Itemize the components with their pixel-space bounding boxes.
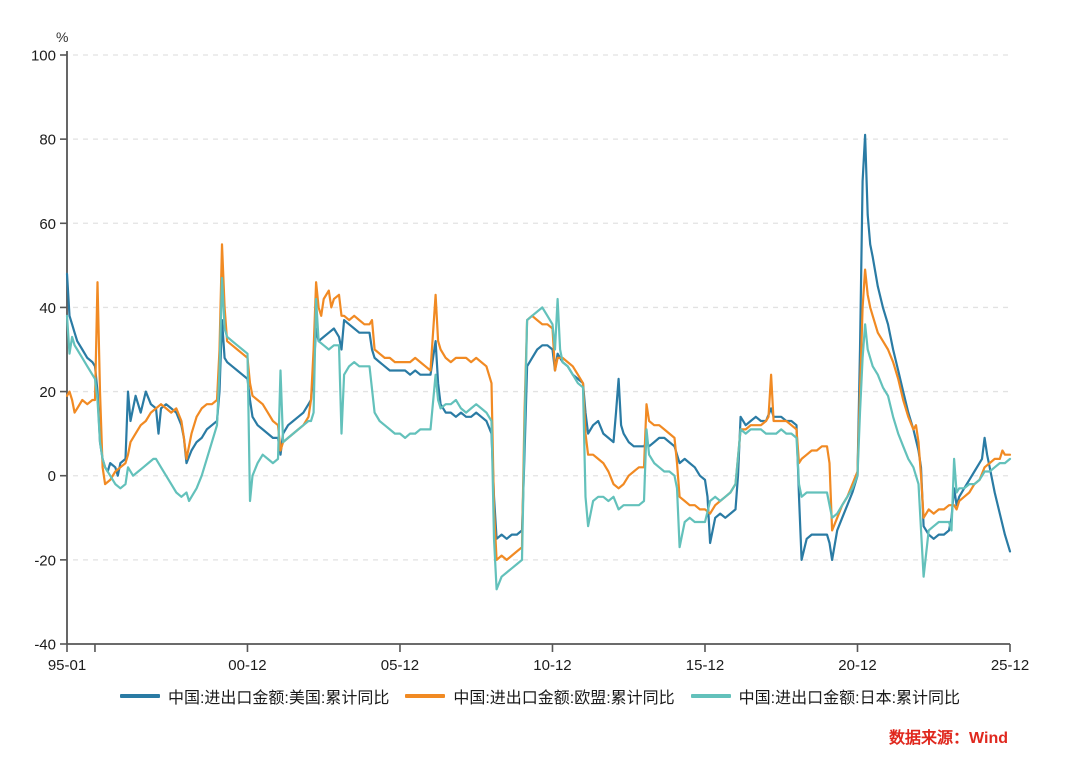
y-tick-label: 100	[31, 48, 56, 65]
legend-item-jp: 中国:进出口金额:日本:累计同比	[690, 684, 961, 708]
y-tick-label: 80	[39, 132, 56, 149]
y-tick-label: 0	[48, 468, 56, 485]
series-lines	[65, 133, 1012, 591]
us-line-swatch	[119, 694, 160, 698]
x-tick-label: 05-12	[381, 657, 419, 674]
x-tick-label: 10-12	[533, 657, 571, 674]
series-line-1	[65, 243, 1012, 562]
legend-item-us: 中国:进出口金额:美国:累计同比	[119, 684, 390, 708]
jp-series-label: 中国:进出口金额:日本:累计同比	[738, 690, 961, 707]
gridlines	[73, 54, 1010, 561]
y-tick-label: 20	[39, 384, 56, 401]
series-line-2	[65, 276, 1012, 591]
us-series-label: 中国:进出口金额:美国:累计同比	[167, 690, 390, 707]
eu-series-label: 中国:进出口金额:欧盟:累计同比	[453, 690, 675, 707]
y-tick-label: 60	[39, 216, 56, 233]
axis-tick-labels: 100 80 60 40 20 0 -20 -40 95-01 00-12 05-12 10-12 15…	[31, 48, 1029, 675]
legend: 中国:进出口金额:美国:累计同比 中国:进出口金额:欧盟:累计同比 中国:进出口…	[0, 684, 1080, 708]
data-source-note: 数据来源：Wind	[889, 730, 1008, 747]
chart-canvas: % 100 80 60 40 20 0 -20 -40 95-01 00-12 05-12 10-12…	[31, 29, 1029, 675]
x-tick-label: 00-12	[228, 657, 266, 674]
legend-item-eu: 中国:进出口金额:欧盟:累计同比	[405, 684, 675, 708]
y-axis-unit-label: %	[56, 29, 68, 45]
y-tick-label: 40	[39, 300, 56, 317]
jp-line-swatch	[690, 694, 731, 698]
x-tick-label: 95-01	[48, 657, 86, 674]
x-tick-label: 15-12	[686, 657, 724, 674]
line-chart: % 100 80 60 40 20 0 -20 -40 95-01 00-12 05-12 10-12…	[31, 29, 1029, 675]
eu-line-swatch	[405, 694, 446, 698]
x-tick-label: 25-12	[991, 657, 1029, 674]
y-tick-label: -20	[34, 552, 56, 569]
y-tick-label: -40	[34, 637, 56, 654]
axes	[60, 51, 1011, 652]
x-tick-label: 20-12	[838, 657, 876, 674]
